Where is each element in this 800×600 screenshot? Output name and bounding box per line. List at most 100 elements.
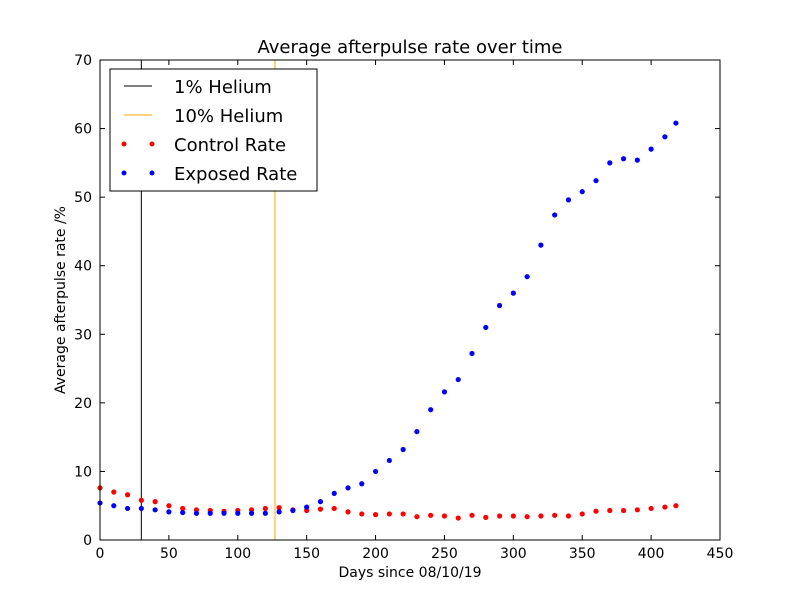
exposed-rate-point — [441, 389, 448, 395]
exposed-rate-point — [276, 509, 282, 515]
x-tick-label: 350 — [569, 546, 596, 562]
legend-label-control-rate: Control Rate — [174, 135, 286, 156]
control-rate-point — [262, 505, 268, 512]
exposed-rate-point — [331, 490, 337, 496]
control-rate-point — [386, 511, 392, 517]
control-rate-point — [441, 513, 448, 519]
exposed-rate-point — [207, 510, 213, 516]
exposed-rate-point — [579, 189, 585, 195]
legend-label-exposed-rate: Exposed Rate — [174, 164, 297, 185]
control-rate-point — [483, 514, 489, 520]
legend-swatch-control-rate — [121, 141, 155, 147]
exposed-rate-point — [593, 178, 599, 184]
y-tick-label: 60 — [74, 122, 92, 138]
control-rate-point — [593, 508, 599, 514]
control-rate-point — [565, 513, 572, 519]
legend: 1% Helium 10% Helium Control Rate Expose… — [109, 68, 318, 192]
control-rate-point — [111, 489, 117, 495]
control-rate-point — [469, 512, 475, 518]
control-rate-point — [673, 503, 679, 509]
exposed-rate-point — [180, 509, 186, 516]
control-rate-point — [276, 505, 282, 511]
control-rate-point — [455, 515, 461, 521]
control-rate-point — [496, 513, 503, 519]
legend-swatch-exposed-rate — [121, 170, 155, 176]
exposed-rate-point — [359, 481, 365, 487]
exposed-rate-point — [607, 160, 613, 166]
control-rate-point — [138, 497, 144, 503]
x-tick-label: 400 — [638, 546, 665, 562]
control-rate-point — [166, 503, 172, 509]
x-tick-label: 50 — [160, 546, 178, 562]
control-rate-point — [510, 513, 516, 519]
x-axis-ticks: 0 50 100 150 200 250 300 350 400 450 — [96, 60, 734, 562]
x-tick-label: 0 — [96, 546, 105, 562]
exposed-rate-point — [386, 457, 392, 464]
plot-frame — [99, 59, 721, 541]
y-tick-label: 40 — [74, 259, 92, 275]
x-tick-label: 100 — [224, 546, 251, 562]
exposed-rate-point — [483, 324, 489, 331]
y-tick-label: 30 — [74, 327, 92, 343]
exposed-rate-point — [469, 350, 475, 357]
exposed-rate-point — [221, 510, 227, 516]
control-rate-point — [124, 492, 131, 498]
exposed-rate-point — [673, 120, 679, 126]
exposed-rate-point — [496, 302, 503, 309]
control-rate-point — [579, 511, 585, 517]
exposed-rate-point — [317, 499, 324, 505]
exposed-rate-point — [455, 376, 461, 383]
y-tick-label: 10 — [74, 464, 92, 480]
control-rate-point — [345, 509, 351, 515]
control-rate-point — [620, 507, 627, 514]
x-tick-label: 300 — [500, 546, 527, 562]
exposed-rate-point — [304, 504, 310, 510]
y-tick-label: 50 — [74, 190, 92, 206]
exposed-rate-point — [372, 468, 379, 475]
exposed-rate-point — [290, 507, 296, 514]
exposed-rate-point — [248, 510, 255, 516]
exposed-rate-point — [235, 510, 241, 516]
exposed-rate-point — [648, 146, 654, 152]
x-tick-label: 250 — [431, 546, 458, 562]
legend-label-1pct-helium: 1% Helium — [174, 77, 272, 98]
plot-content — [97, 60, 679, 540]
x-tick-label: 450 — [707, 546, 734, 562]
exposed-rate-point — [428, 407, 434, 413]
control-rate-point — [372, 512, 379, 518]
y-tick-label: 20 — [74, 396, 92, 412]
exposed-rate-point — [524, 274, 530, 280]
exposed-rate-point — [620, 156, 627, 162]
control-rate-point — [428, 512, 434, 518]
control-rate-point — [634, 507, 640, 513]
y-tick-label: 0 — [83, 533, 92, 549]
exposed-rate-point — [166, 509, 172, 515]
control-rate-point — [331, 505, 337, 512]
control-rate-point — [662, 504, 668, 510]
control-rate-point — [400, 511, 406, 517]
control-rate-point — [552, 512, 558, 518]
control-rate-point — [538, 513, 544, 519]
y-axis-ticks: 0 10 20 30 40 50 60 70 — [74, 53, 720, 549]
exposed-rate-point — [510, 290, 516, 296]
control-rate-point — [152, 499, 158, 505]
x-tick-label: 200 — [362, 546, 389, 562]
exposed-rate-point — [400, 446, 406, 453]
control-rate-point — [607, 507, 613, 514]
exposed-rate-point — [262, 510, 268, 516]
control-rate-point — [648, 505, 654, 512]
exposed-rate-point — [414, 429, 420, 435]
x-tick-label: 150 — [293, 546, 320, 562]
control-rate-point — [359, 511, 365, 517]
control-rate-point — [317, 506, 324, 512]
exposed-rate-point — [565, 197, 572, 203]
x-axis-label: Days since 08/10/19 — [338, 565, 481, 581]
exposed-rate-point — [552, 212, 558, 218]
exposed-rate-point — [193, 510, 200, 516]
exposed-rate-point — [634, 157, 640, 163]
exposed-rate-point — [138, 505, 144, 512]
exposed-rate-point — [662, 134, 668, 140]
exposed-rate-point — [111, 503, 117, 509]
series-exposed-rate — [97, 120, 679, 516]
exposed-rate-point — [538, 242, 544, 248]
